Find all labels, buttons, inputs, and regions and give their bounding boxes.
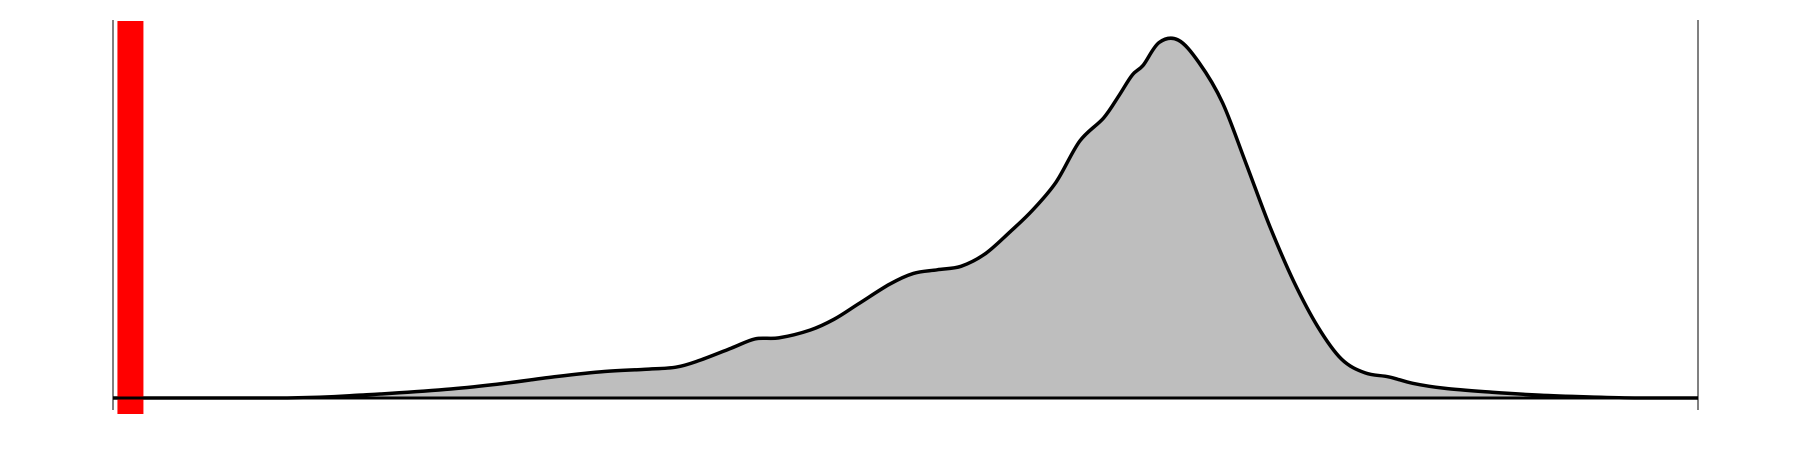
density-curve <box>113 36 1698 400</box>
red-marker-bar <box>117 21 144 414</box>
density-area <box>113 38 1698 398</box>
